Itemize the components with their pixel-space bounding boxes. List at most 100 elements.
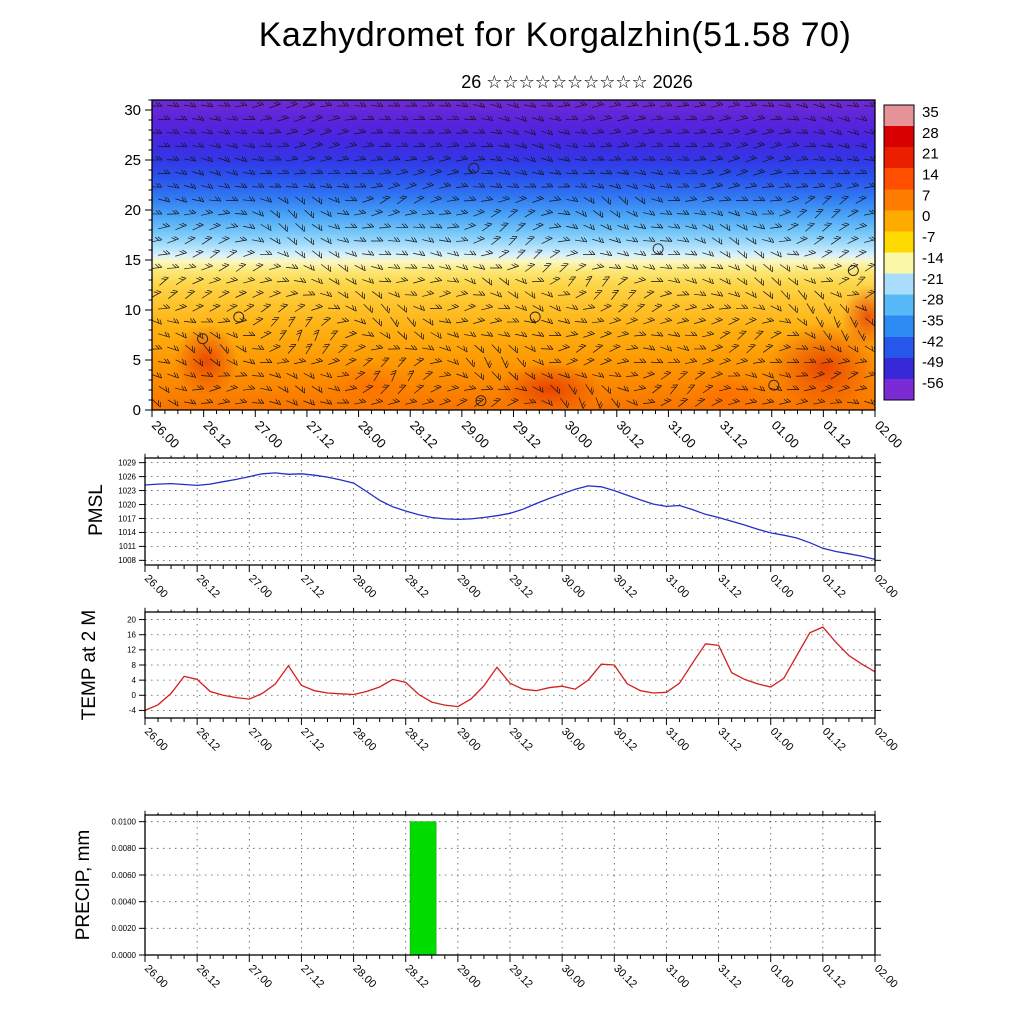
svg-text:28: 28 <box>922 125 939 142</box>
svg-text:26.00: 26.00 <box>142 963 170 991</box>
svg-text:30.00: 30.00 <box>559 963 587 991</box>
svg-text:1029: 1029 <box>118 458 136 467</box>
svg-text:26.12: 26.12 <box>194 726 222 754</box>
svg-text:30.00: 30.00 <box>559 573 587 601</box>
svg-text:5: 5 <box>133 352 141 369</box>
calm-markers <box>197 162 859 407</box>
svg-text:4: 4 <box>132 676 137 685</box>
svg-text:28.00: 28.00 <box>350 963 378 991</box>
y-axis: 0.0000 0.0020 0.0040 0.0060 0.0080 0.0100 <box>112 817 881 960</box>
svg-text:-49: -49 <box>922 354 944 371</box>
svg-text:01.12: 01.12 <box>820 963 848 991</box>
svg-text:26.12: 26.12 <box>194 963 222 991</box>
svg-text:31.00: 31.00 <box>663 963 691 991</box>
svg-text:01.00: 01.00 <box>768 573 796 601</box>
svg-text:26.00: 26.00 <box>142 573 170 601</box>
precip-panel: 0.0000 0.0020 0.0040 0.0060 0.0080 0.0100 26.0… <box>112 810 900 991</box>
svg-text:16: 16 <box>127 631 136 640</box>
svg-text:10: 10 <box>124 302 141 319</box>
svg-text:0: 0 <box>922 208 930 225</box>
svg-text:29.12: 29.12 <box>507 573 535 601</box>
svg-text:26.00: 26.00 <box>149 418 183 452</box>
svg-text:29.00: 29.00 <box>455 726 483 754</box>
svg-text:1017: 1017 <box>118 514 136 523</box>
svg-text:02.00: 02.00 <box>872 726 900 754</box>
x-tick-labels: 26.00 26.12 27.00 27.12 28.00 28.12 29.00 29.12… <box>142 963 900 991</box>
svg-text:31.12: 31.12 <box>715 726 743 754</box>
temperature-shading <box>152 100 875 410</box>
x-tick-labels: 26.00 26.12 27.00 27.12 28.00 28.12 29.00 29.12… <box>149 418 906 452</box>
svg-text:15: 15 <box>124 252 141 269</box>
svg-text:31.12: 31.12 <box>715 573 743 601</box>
svg-text:26.00: 26.00 <box>142 726 170 754</box>
svg-text:-4: -4 <box>129 706 137 715</box>
svg-text:26.12: 26.12 <box>194 573 222 601</box>
svg-text:14: 14 <box>922 167 939 184</box>
svg-text:1020: 1020 <box>118 500 136 509</box>
svg-text:0.0100: 0.0100 <box>112 817 137 826</box>
svg-text:27.00: 27.00 <box>252 418 286 452</box>
svg-text:-21: -21 <box>922 271 944 288</box>
svg-text:-42: -42 <box>922 333 944 350</box>
svg-text:01.12: 01.12 <box>820 418 854 452</box>
svg-text:30.12: 30.12 <box>611 726 639 754</box>
x-tick-labels: 26.00 26.12 27.00 27.12 28.00 28.12 29.00 29.12… <box>142 726 900 754</box>
pmsl-panel: 1008 1011 1014 1017 1020 1023 1026 1029 26.00 26.… <box>118 453 900 601</box>
svg-text:29.00: 29.00 <box>459 418 493 452</box>
svg-text:27.12: 27.12 <box>298 573 326 601</box>
svg-text:12: 12 <box>127 646 136 655</box>
svg-text:01.00: 01.00 <box>768 726 796 754</box>
svg-text:30.12: 30.12 <box>614 418 648 452</box>
svg-text:20: 20 <box>124 202 141 219</box>
svg-text:30.00: 30.00 <box>559 726 587 754</box>
svg-text:27.00: 27.00 <box>246 963 274 991</box>
svg-text:8: 8 <box>132 661 137 670</box>
svg-text:20: 20 <box>127 615 136 624</box>
svg-text:-28: -28 <box>922 292 944 309</box>
svg-text:28.00: 28.00 <box>350 726 378 754</box>
svg-text:1011: 1011 <box>119 542 137 551</box>
cross-section-panel: 0 5 10 15 20 25 30 26.00 26.12 27.00 27.12 28.00 28.… <box>124 99 906 452</box>
time-axis-ticks <box>144 810 876 962</box>
svg-text:01.00: 01.00 <box>768 963 796 991</box>
svg-text:26.12: 26.12 <box>201 418 235 452</box>
svg-text:29.00: 29.00 <box>455 573 483 601</box>
svg-text:31.00: 31.00 <box>663 573 691 601</box>
svg-text:1023: 1023 <box>118 486 136 495</box>
colorbar-labels: 35 28 21 14 7 0 -7 -14 -21 -28 -35 -42 -49 -56 <box>922 104 944 392</box>
dashed-grid <box>145 458 875 565</box>
svg-text:1008: 1008 <box>118 556 136 565</box>
svg-text:02.00: 02.00 <box>872 963 900 991</box>
svg-text:-56: -56 <box>922 375 944 392</box>
svg-text:28.12: 28.12 <box>403 963 431 991</box>
svg-text:28.12: 28.12 <box>407 418 441 452</box>
svg-text:01.00: 01.00 <box>769 418 803 452</box>
svg-text:7: 7 <box>922 187 930 204</box>
x-tick-labels: 26.00 26.12 27.00 27.12 28.00 28.12 29.00 29.12… <box>142 573 900 601</box>
svg-text:01.12: 01.12 <box>820 726 848 754</box>
height-labels: 0 5 10 15 20 25 30 <box>124 102 141 419</box>
svg-text:25: 25 <box>124 152 141 169</box>
pmsl-line <box>144 472 876 561</box>
svg-text:29.00: 29.00 <box>455 963 483 991</box>
height-ticks <box>145 99 152 411</box>
time-axis-ticks <box>144 453 876 572</box>
svg-text:0.0020: 0.0020 <box>112 924 137 933</box>
svg-text:0: 0 <box>133 402 141 419</box>
page-title: Kazhydromet for Korgalzhin(51.58 70) <box>258 16 852 54</box>
svg-text:28.00: 28.00 <box>355 418 389 452</box>
temp-panel: -4 0 4 8 12 16 20 26.00 26.12 27.00 27.12 28.00 28.1… <box>127 607 900 754</box>
y-axis: -4 0 4 8 12 16 20 <box>127 615 881 715</box>
svg-text:02.00: 02.00 <box>872 573 900 601</box>
svg-text:21: 21 <box>922 146 939 163</box>
svg-text:27.12: 27.12 <box>298 963 326 991</box>
colorbar <box>883 104 915 401</box>
svg-text:0.0060: 0.0060 <box>112 871 137 880</box>
svg-text:1014: 1014 <box>118 528 136 537</box>
temp2m-line <box>144 626 876 711</box>
svg-text:29.12: 29.12 <box>510 418 544 452</box>
date-line: 26 ☆☆☆☆☆☆☆☆☆☆ 2026 <box>461 72 693 92</box>
svg-text:27.12: 27.12 <box>304 418 338 452</box>
svg-text:1026: 1026 <box>118 472 136 481</box>
